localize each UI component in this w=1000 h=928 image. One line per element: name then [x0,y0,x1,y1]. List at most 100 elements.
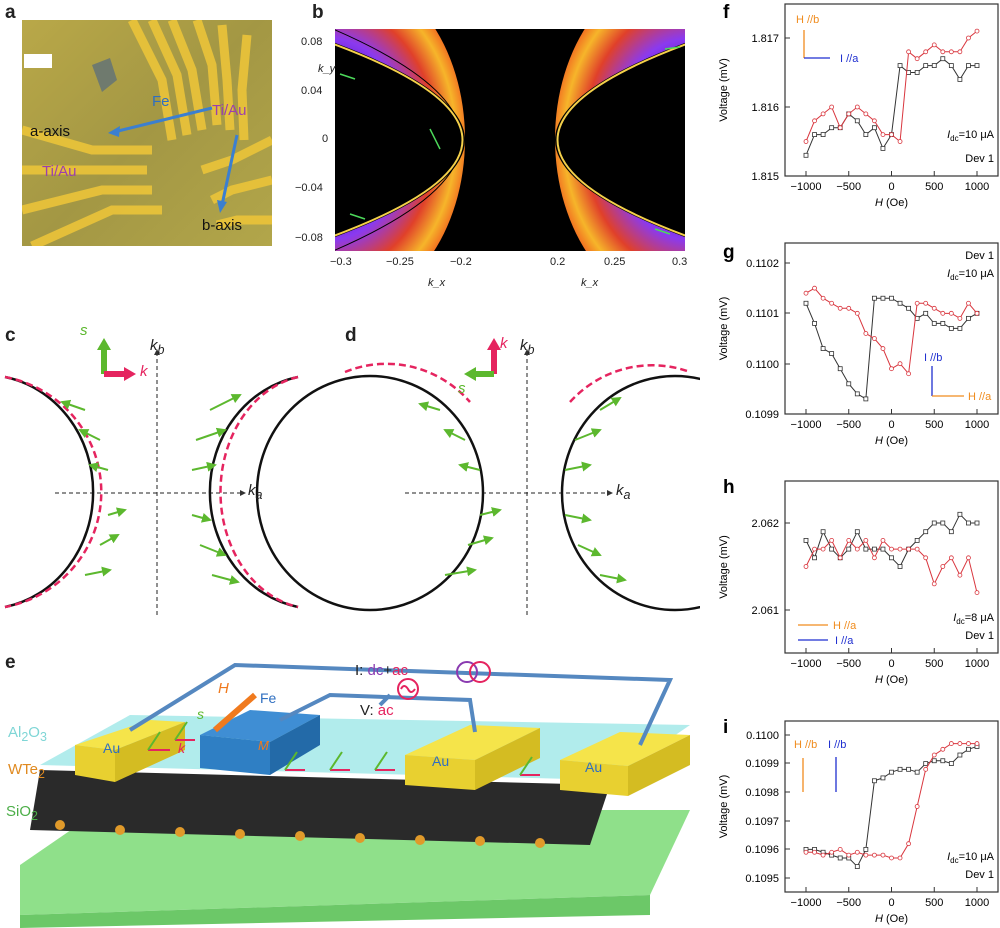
chart-h-point-black [846,546,852,552]
chart-i-point-red [948,741,954,746]
fermi-contour-right [208,375,299,609]
chart-i-ytick-label: 0.1096 [745,844,779,856]
wires [128,662,674,746]
panel-label-a: a [5,2,16,23]
chart-h-point-black [931,520,937,526]
a-axis-arrow [113,106,213,134]
c-k-label: k [140,363,148,380]
chart-g-idc-label: Idc=10 μA [947,268,995,282]
c-kb-sub: b [157,343,165,357]
chart-g-point-black [966,315,971,321]
chart-g-xlabel-unit: (Oe) [883,435,908,447]
chart-g-xtick-label: −1000 [791,419,822,431]
chart-h-point-black [854,529,860,535]
chart-h-point-red [863,538,869,543]
chart-i-point-black [957,752,963,758]
b-xlabel-left: k_x [428,277,446,289]
chart-i-point-red [914,804,920,809]
chart-i-xtick-label: 500 [925,897,943,909]
chart-h-idc-value: =8 μA [965,612,995,624]
chart-i-point-red [854,849,860,855]
chart-g-point-black [940,320,946,326]
d-ka: k [616,482,624,499]
chart-i-idc-value: =10 μA [959,851,995,863]
chart-f-point-red [974,28,980,34]
d-k-label: k [500,335,508,352]
chart-f-point-black [923,63,929,68]
spin-texture-heatmap [335,29,685,251]
chart-f-point-red [914,56,920,62]
chart-h-point-red [957,572,963,578]
chart-f-point-red [897,139,903,144]
shifted-contour-right [219,375,299,609]
chart-f-idc-label: Idc=10 μA [947,129,995,143]
chart-f-ylabel: Voltage (mV) [718,58,730,122]
chart-i-point-black [871,778,877,784]
al2o3-al: Al [8,724,22,741]
device-schematic [20,661,690,928]
chart-i-point-black [854,864,860,869]
chart-i: i 0.1100 0.1099 0.1098 0.1097 0.1096 0.1095 −10… [718,717,999,925]
chart-g-ytick-label: 0.1100 [746,359,779,371]
chart-i-xlabel: H (Oe) [875,913,908,925]
spin-arrows-c [60,394,242,585]
chart-i-point-red [923,766,929,772]
shifted-contour-left [344,362,471,403]
chart-h-point-red [820,546,826,552]
chart-f-field-label: H //b [796,14,819,26]
b-ytick: −0.04 [295,182,323,194]
chart-i-point-red [931,752,937,758]
chart-g: g 0.1102 0.1101 0.1100 0.1099 −1000 −500 0 500 10… [718,242,999,447]
chart-h: h 2.062 2.061 −1000 −500 0 500 1000 H (Oe) Voltag… [718,477,999,686]
chart-f-xtick-label: 1000 [965,181,989,193]
chart-i-point-red [880,852,886,858]
chart-f-point-red [820,111,826,117]
scale-bar [24,54,52,68]
current-source-icon [456,661,491,683]
fe-label-e: Fe [260,690,277,706]
b-xtick: −0.2 [450,256,472,268]
d-kb-label: kb [520,337,534,357]
chart-g-xtick-label: −500 [836,419,861,431]
chart-h-xtick-label: −1000 [791,658,822,670]
chart-h-point-red [897,546,903,552]
fermi-surface-contours [335,29,685,251]
b-ytick: 0 [322,133,329,145]
tiau-right-label: Ti/Au [212,102,247,119]
s-arrows [147,721,533,776]
chart-f-axes-box [784,3,999,177]
chart-h-point-red [829,538,835,543]
chart-f-point-black [897,63,903,68]
chart-g-point-red [897,361,903,367]
chart-g-point-red [948,310,954,316]
chart-f-point-red [829,104,835,110]
chart-g-point-black [923,310,929,316]
chart-i-idc-sub: dc [950,856,958,865]
chart-h-point-black [957,511,963,517]
b-xlabel-right: k_x [581,277,599,289]
wte2-sub: 2 [38,767,45,781]
chart-i-ytick-label: 0.1098 [745,787,779,799]
b-ytick: 0.04 [301,85,323,97]
panel-label-c: c [5,325,16,346]
chart-i-point-red [889,855,894,861]
b-axis-label: b-axis [202,217,243,234]
k-label-e: k [178,740,185,756]
chart-f-point-black [948,63,954,68]
chart-f-ytick-label: 1.816 [751,102,779,114]
chart-g-point-red [974,310,980,316]
voltmeter-label: V: ac [360,702,394,719]
v-prefix: V: [360,702,378,719]
chart-i-panel-label: i [723,717,728,738]
voltage-vs-field-charts: f 1.817 1.816 1.815 −1000 −500 0 500 1000 H (Oe) V… [718,2,999,925]
panel-label-d: d [345,325,357,346]
chart-g-point-black [837,366,843,372]
chart-f-xlabel-var: H [875,197,883,209]
chart-h-point-red [812,546,817,552]
chart-i-point-red [871,852,877,858]
a-axis-label: a-axis [30,123,71,140]
chart-f-point-black [914,70,920,75]
chart-f-current-label: I //a [840,53,859,65]
h-arrow [213,692,257,733]
chart-f-point-black [966,63,971,68]
